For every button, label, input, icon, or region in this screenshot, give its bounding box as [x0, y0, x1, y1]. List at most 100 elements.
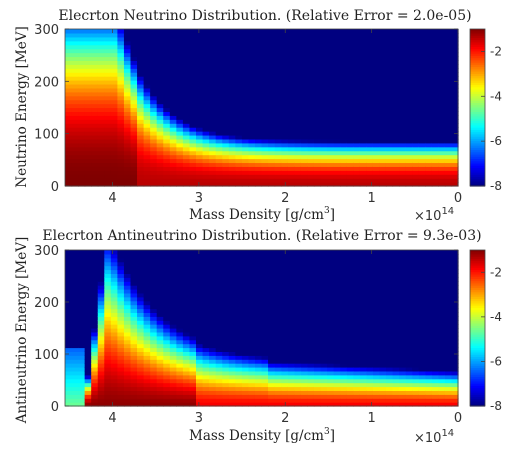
heatmap-cell: [268, 64, 276, 69]
heatmap-cell: [438, 320, 446, 325]
heatmap-cell: [182, 308, 191, 313]
heatmap-cell: [235, 374, 243, 380]
heatmap-cell: [261, 374, 269, 380]
heatmap-cell: [150, 359, 158, 364]
heatmap-cell: [189, 76, 197, 81]
heatmap-cell: [163, 182, 171, 187]
heatmap-cell: [189, 162, 197, 167]
heatmap-cell: [248, 269, 256, 274]
heatmap-cell: [307, 296, 315, 302]
heatmap-cell: [137, 289, 145, 294]
heatmap-cell: [281, 111, 289, 116]
heatmap-cell: [150, 56, 158, 61]
heatmap-cell: [130, 68, 138, 73]
heatmap-cell: [209, 162, 217, 167]
colorbar-segment: [470, 156, 485, 160]
heatmap-cell: [294, 253, 302, 259]
heatmap-cell: [366, 68, 374, 73]
heatmap-cell: [372, 182, 380, 187]
heatmap-cell: [444, 123, 453, 128]
heatmap-cell: [169, 91, 177, 97]
heatmap-cell: [209, 331, 217, 337]
heatmap-cell: [359, 40, 367, 46]
heatmap-cell: [444, 52, 453, 58]
heatmap-cell: [65, 95, 73, 101]
heatmap-cell: [228, 99, 236, 105]
heatmap-cell: [248, 115, 256, 120]
heatmap-cell: [412, 320, 420, 325]
heatmap-cell: [307, 281, 315, 286]
heatmap-cell: [117, 382, 125, 388]
heatmap-cell: [405, 182, 413, 187]
heatmap-cell: [130, 281, 138, 286]
heatmap-cell: [294, 91, 302, 97]
heatmap-cell: [399, 76, 407, 81]
heatmap-cell: [313, 52, 322, 58]
heatmap-cell: [313, 107, 322, 113]
heatmap-cell: [372, 107, 380, 113]
heatmap-cell: [117, 91, 125, 97]
heatmap-cell: [353, 103, 361, 109]
heatmap-cell: [379, 339, 387, 345]
heatmap-cell: [405, 76, 413, 81]
heatmap-cell: [359, 91, 367, 97]
heatmap-cell: [392, 253, 400, 259]
heatmap-cell: [327, 265, 335, 271]
heatmap-cell: [287, 48, 295, 54]
heatmap-cell: [372, 138, 380, 144]
heatmap-cell: [444, 335, 453, 341]
heatmap-cell: [254, 36, 263, 42]
heatmap-cell: [379, 95, 387, 101]
heatmap-cell: [366, 367, 374, 372]
heatmap-cell: [379, 170, 387, 175]
heatmap-cell: [196, 394, 204, 399]
heatmap-cell: [412, 107, 420, 113]
heatmap-cell: [300, 312, 308, 317]
heatmap-cell: [130, 277, 138, 282]
heatmap-cell: [143, 261, 151, 267]
heatmap-cell: [78, 374, 86, 380]
heatmap-cell: [268, 273, 276, 278]
heatmap-cell: [327, 40, 335, 46]
heatmap-cell: [392, 127, 400, 132]
heatmap-cell: [123, 44, 132, 50]
heatmap-cell: [366, 328, 374, 333]
heatmap-cell: [418, 285, 426, 290]
heatmap-cell: [385, 370, 394, 376]
heatmap-cell: [372, 60, 380, 65]
heatmap-cell: [399, 390, 407, 395]
heatmap-cell: [444, 261, 453, 267]
heatmap-cell: [405, 95, 413, 101]
heatmap-cell: [202, 285, 210, 290]
heatmap-cell: [307, 32, 315, 38]
heatmap-cell: [385, 87, 394, 93]
colorbar-segment: [470, 336, 485, 340]
heatmap-cell: [104, 281, 112, 286]
heatmap-cell: [97, 402, 105, 407]
heatmap-cell: [412, 170, 420, 175]
heatmap-cell: [130, 146, 138, 152]
heatmap-cell: [320, 265, 328, 271]
heatmap-cell: [143, 324, 151, 329]
heatmap-cell: [84, 269, 92, 274]
heatmap-cell: [196, 359, 204, 364]
heatmap-cell: [202, 277, 210, 282]
colorbar-segment: [470, 168, 485, 171]
heatmap-cell: [412, 131, 420, 136]
heatmap-cell: [392, 382, 400, 388]
heatmap-cell: [261, 277, 269, 282]
heatmap-cell: [294, 300, 302, 306]
heatmap-cell: [418, 265, 426, 271]
heatmap-cell: [392, 300, 400, 306]
heatmap-cell: [274, 402, 282, 407]
heatmap-cell: [117, 273, 125, 278]
heatmap-cell: [209, 138, 217, 144]
heatmap-cell: [320, 131, 328, 136]
heatmap-cell: [91, 394, 99, 399]
heatmap-cell: [189, 343, 197, 349]
heatmap-cell: [333, 146, 341, 152]
heatmap-cell: [196, 324, 204, 329]
heatmap-cell: [307, 386, 315, 391]
heatmap-cell: [84, 32, 92, 38]
heatmap-cell: [392, 72, 400, 77]
